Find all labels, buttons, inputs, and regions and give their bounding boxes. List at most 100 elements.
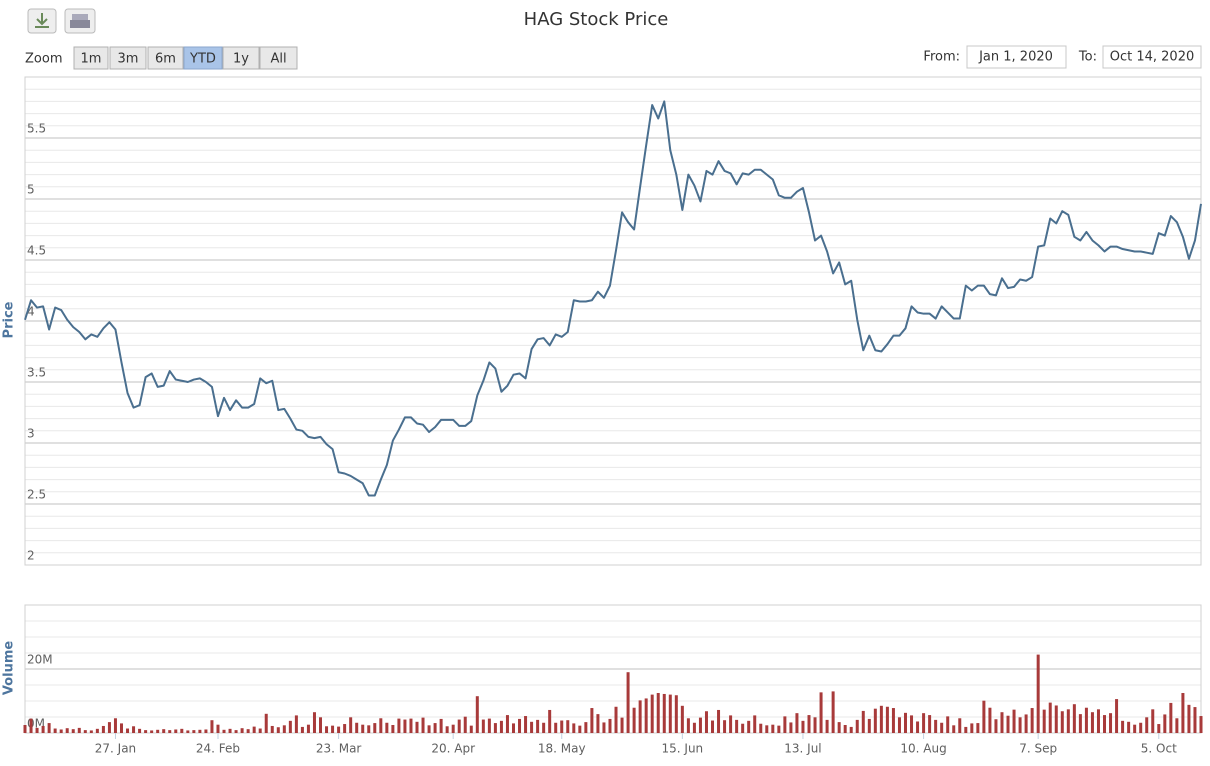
print-button[interactable] xyxy=(64,8,96,34)
volume-bar xyxy=(83,730,87,733)
volume-bar xyxy=(505,715,509,733)
volume-bar xyxy=(391,725,395,733)
volume-bar xyxy=(741,723,745,733)
volume-bar xyxy=(1078,714,1082,733)
volume-bar xyxy=(204,729,208,733)
download-button[interactable] xyxy=(27,8,57,34)
range-button[interactable]: 6m xyxy=(147,46,184,70)
volume-bar xyxy=(65,728,69,733)
range-button[interactable]: 1m xyxy=(73,46,109,70)
volume-bar xyxy=(216,724,220,733)
from-value: Jan 1, 2020 xyxy=(978,50,1053,65)
x-tick-label: 27. Jan xyxy=(95,742,136,756)
volume-bar xyxy=(361,724,365,733)
chart-title: HAG Stock Price xyxy=(524,9,669,30)
volume-bar xyxy=(711,720,715,733)
volume-bar xyxy=(759,723,763,733)
volume-bar xyxy=(144,730,148,733)
x-tick-label: 18. May xyxy=(538,742,586,756)
volume-bar xyxy=(596,714,600,733)
to-input[interactable]: Oct 14, 2020 xyxy=(1102,45,1202,69)
volume-bar xyxy=(1084,707,1088,733)
volume-bar xyxy=(934,719,938,733)
volume-bar xyxy=(626,672,630,733)
price-line xyxy=(24,100,1202,497)
volume-bar xyxy=(119,723,123,733)
volume-bar xyxy=(1103,715,1107,733)
y-axis-title: Price xyxy=(2,301,17,338)
volume-bar xyxy=(644,698,648,733)
volume-bar xyxy=(331,725,335,733)
volume-bar xyxy=(1096,709,1100,733)
range-button[interactable]: 1y xyxy=(222,46,260,70)
volume-bar xyxy=(807,715,811,733)
volume-bar xyxy=(620,717,624,733)
volume-bar xyxy=(156,729,160,733)
volume-bar xyxy=(590,708,594,733)
volume-bar xyxy=(572,723,576,733)
volume-bar xyxy=(771,724,775,733)
x-tick-label: 7. Sep xyxy=(1019,742,1057,756)
volume-bar xyxy=(1139,722,1143,733)
range-buttons: 1m 3m 6m YTD 1y All xyxy=(73,46,298,70)
volume-bar xyxy=(421,717,425,733)
range-button[interactable]: YTD xyxy=(183,46,223,70)
volume-bar xyxy=(481,719,485,733)
volume-bar xyxy=(1048,702,1052,733)
range-button[interactable]: All xyxy=(259,46,298,70)
volume-bar xyxy=(1157,724,1161,733)
volume-bar xyxy=(843,725,847,733)
volume-bar xyxy=(777,725,781,733)
volume-bar xyxy=(319,717,323,733)
button-bg xyxy=(183,46,223,70)
volume-bar xyxy=(849,726,853,733)
volume-bar xyxy=(873,708,877,733)
x-tick-label: 24. Feb xyxy=(196,742,240,756)
volume-bar xyxy=(168,730,172,733)
volume-bar xyxy=(1199,716,1203,733)
volume-bar xyxy=(698,717,702,733)
volume-bar xyxy=(246,729,250,733)
volume-bar xyxy=(475,696,479,733)
range-button[interactable]: 3m xyxy=(109,46,147,70)
volume-bar xyxy=(891,708,895,733)
volume-bar xyxy=(409,718,413,733)
button-bg xyxy=(73,46,109,70)
volume-bar xyxy=(59,729,63,733)
volume-bar xyxy=(1181,693,1185,733)
volume-bar xyxy=(1193,707,1197,733)
from-input[interactable]: Jan 1, 2020 xyxy=(966,45,1067,69)
volume-bar xyxy=(825,719,829,733)
volume-bar xyxy=(674,695,678,733)
volume-bar xyxy=(1090,712,1094,733)
volume-bar xyxy=(210,720,214,733)
button-label: 6m xyxy=(155,52,176,67)
volume-bar xyxy=(831,691,835,733)
volume-bar xyxy=(234,730,238,733)
volume-bar xyxy=(680,705,684,733)
volume-bar xyxy=(723,720,727,733)
volume-bar xyxy=(71,729,75,733)
volume-bar xyxy=(240,728,244,733)
volume-bar xyxy=(855,719,859,733)
volume-bar xyxy=(325,726,329,733)
volume-bar xyxy=(765,725,769,733)
volume-bar xyxy=(1127,721,1131,733)
volume-bar xyxy=(282,725,286,733)
volume-bar xyxy=(23,725,27,733)
volume-bar xyxy=(632,707,636,733)
volume-bar xyxy=(1133,724,1137,733)
volume-bar xyxy=(373,723,377,733)
volume-bar xyxy=(1018,717,1022,733)
volume-bar xyxy=(198,729,202,733)
volume-bar xyxy=(560,720,564,733)
volume-bar xyxy=(300,726,304,733)
volume-bar xyxy=(704,711,708,733)
volume-bar xyxy=(747,720,751,733)
volume-bar xyxy=(312,712,316,733)
volume-bar xyxy=(885,706,889,733)
volume-bar xyxy=(614,706,618,733)
zoom-label: Zoom xyxy=(25,52,62,67)
volume-bar xyxy=(1169,702,1173,733)
volume-bar xyxy=(1072,704,1076,733)
